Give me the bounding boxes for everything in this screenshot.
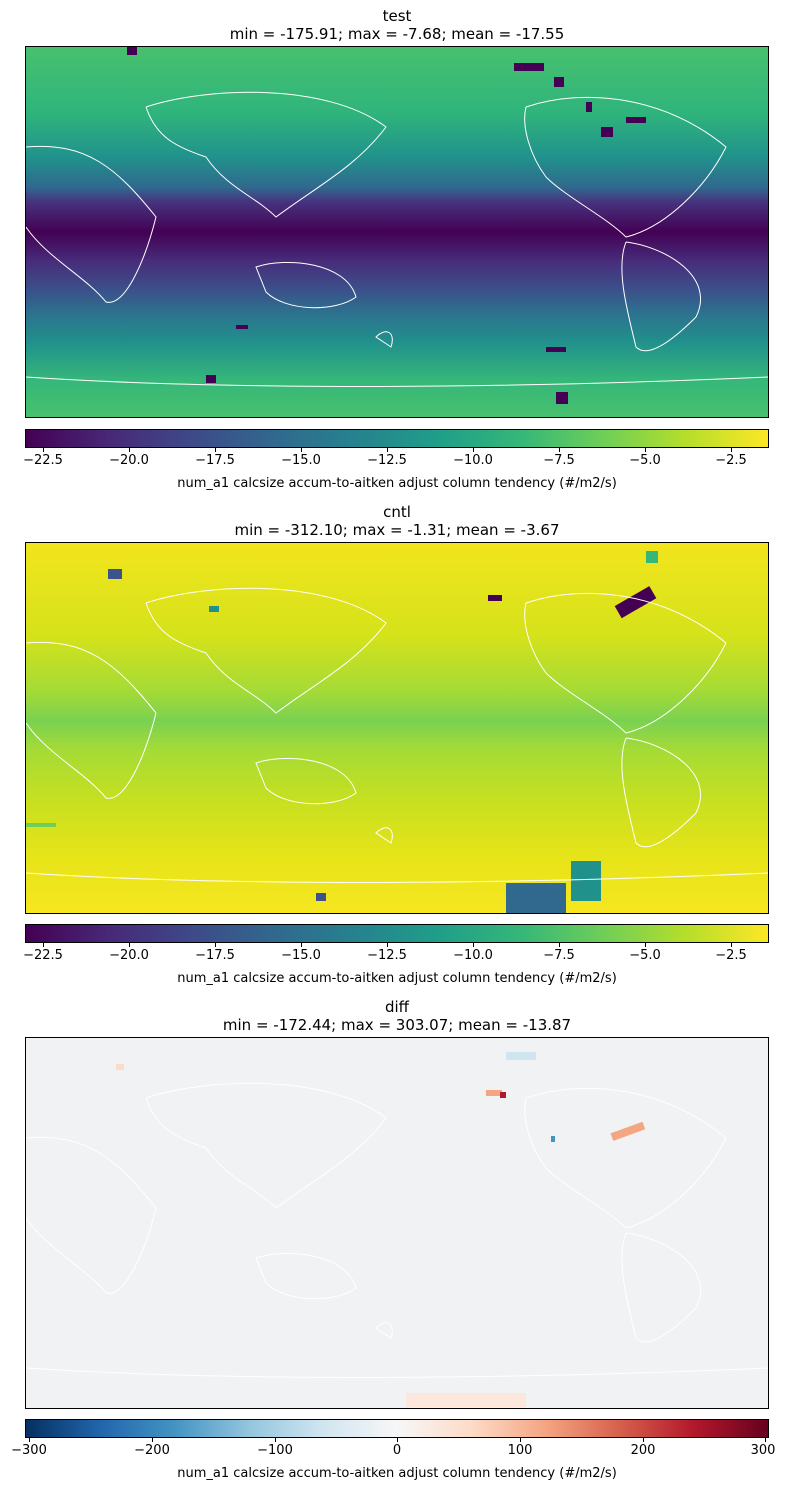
panel-subtitle: min = -175.91; max = -7.68; mean = -17.5… (229, 25, 565, 43)
colorbar-tick-label: −12.5 (367, 948, 407, 963)
field-background (26, 1038, 768, 1408)
colorbar (25, 429, 769, 448)
colorbar (25, 924, 769, 943)
colorbar-tick-label: −2.5 (715, 948, 747, 963)
map-cntl (25, 542, 769, 914)
colorbar-tick-label: −15.0 (281, 948, 321, 963)
field-background (26, 47, 768, 417)
colorbar (25, 1419, 769, 1438)
colorbar-tick-label: −17.5 (195, 453, 235, 468)
colorbar-tick-label: −12.5 (367, 453, 407, 468)
panel-title: cntl (383, 503, 411, 521)
colorbar-tick-label: −10.0 (453, 453, 493, 468)
colorbar-tick-label: 200 (630, 1443, 656, 1458)
coastlines (26, 1082, 768, 1378)
colorbar-tick-label: −300 (11, 1443, 47, 1458)
colorbar-tick-label: −10.0 (453, 948, 493, 963)
coastlines (26, 91, 768, 387)
panel-title: diff (384, 998, 410, 1016)
colorbar-tick-label: −7.5 (543, 453, 575, 468)
colorbar-tick-label: 300 (750, 1443, 776, 1458)
anomaly-cells (26, 551, 658, 913)
colorbar-tick-label: 0 (392, 1443, 402, 1458)
map-diff (25, 1037, 769, 1409)
colorbar-tick-label: −15.0 (281, 453, 321, 468)
colorbar-tick-label: −22.5 (23, 453, 63, 468)
colorbar-label: num_a1 calcsize accum-to-aitken adjust c… (177, 971, 617, 986)
colorbar-tick-label: −5.0 (629, 453, 661, 468)
panel-title: test (382, 7, 412, 25)
colorbar-tick-label: −200 (134, 1443, 170, 1458)
coastlines (26, 587, 768, 883)
colorbar-ticks: −22.5 −20.0 −17.5 −15.0 −12.5 −10.0 −7.5… (23, 943, 769, 965)
colorbar-tick-label: −5.0 (629, 948, 661, 963)
colorbar-ticks: −300 −200 −100 0 100 200 300 (11, 1438, 775, 1460)
anomaly-cells (116, 1052, 646, 1407)
colorbar-tick-label: −17.5 (195, 948, 235, 963)
colorbar-label: num_a1 calcsize accum-to-aitken adjust c… (177, 1466, 617, 1481)
colorbar-tick-label: −22.5 (23, 948, 63, 963)
colorbar-tick-label: −2.5 (715, 453, 747, 468)
panel-subtitle: min = -172.44; max = 303.07; mean = -13.… (222, 1016, 572, 1034)
map-plot (26, 47, 768, 417)
colorbar-ticks: −22.5 −20.0 −17.5 −15.0 −12.5 −10.0 −7.5… (23, 448, 769, 470)
anomaly-cells (127, 47, 646, 404)
colorbar-tick-label: −20.0 (109, 453, 149, 468)
panel-subtitle: min = -312.10; max = -1.31; mean = -3.67 (234, 521, 560, 539)
colorbar-tick-label: −7.5 (543, 948, 575, 963)
colorbar-label: num_a1 calcsize accum-to-aitken adjust c… (177, 476, 617, 491)
colorbar-tick-label: 100 (507, 1443, 533, 1458)
map-plot (26, 1038, 768, 1408)
map-plot (26, 543, 768, 913)
map-test (25, 46, 769, 418)
colorbar-tick-label: −100 (257, 1443, 293, 1458)
colorbar-tick-label: −20.0 (109, 948, 149, 963)
field-background (26, 543, 768, 913)
